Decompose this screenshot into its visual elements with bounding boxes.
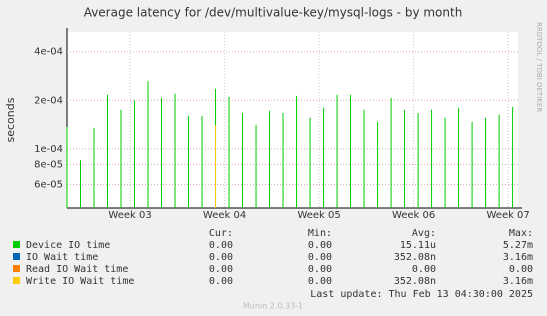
x-tick-label: Week 06 bbox=[392, 210, 435, 221]
watermark: RRDTOOL / TOBI OETIKER bbox=[535, 22, 543, 112]
legend-value: 0.00 bbox=[308, 276, 332, 287]
y-tick-label: 2e-04 bbox=[34, 95, 63, 106]
legend-value: 352.08n bbox=[394, 252, 436, 263]
legend-label: Write IO Wait time bbox=[26, 276, 134, 287]
legend-value: 0.00 bbox=[308, 240, 332, 251]
legend-value: 0.00 bbox=[412, 264, 436, 275]
legend-header: Avg: bbox=[412, 228, 436, 239]
chart-title: Average latency for /dev/multivalue-key/… bbox=[84, 6, 463, 20]
x-tick-label: Week 05 bbox=[297, 210, 340, 221]
legend-value: 5.27m bbox=[503, 240, 533, 251]
legend-value: 0.00 bbox=[308, 264, 332, 275]
legend-value: 3.16m bbox=[503, 276, 533, 287]
legend-value: 15.11u bbox=[400, 240, 436, 251]
legend-header: Max: bbox=[509, 228, 533, 239]
legend-value: 0.00 bbox=[308, 252, 332, 263]
legend-label: IO Wait time bbox=[26, 252, 98, 263]
x-tick-label: Week 03 bbox=[108, 210, 151, 221]
y-tick-label: 6e-05 bbox=[34, 180, 63, 191]
y-tick-label: 8e-05 bbox=[34, 159, 63, 170]
y-axis-label: seconds bbox=[4, 97, 17, 142]
x-tick-label: Week 04 bbox=[203, 210, 246, 221]
footer: Munin 2.0.33-1 bbox=[243, 302, 303, 311]
last-update: Last update: Thu Feb 13 04:30:00 2025 bbox=[310, 289, 533, 300]
legend-header: Cur: bbox=[209, 228, 233, 239]
legend-value: 0.00 bbox=[209, 276, 233, 287]
legend-value: 0.00 bbox=[209, 264, 233, 275]
legend-value: 352.08n bbox=[394, 276, 436, 287]
legend-value: 3.16m bbox=[503, 252, 533, 263]
legend-swatch bbox=[13, 265, 20, 272]
legend-swatch bbox=[13, 241, 20, 248]
x-tick-label: Week 07 bbox=[486, 210, 529, 221]
legend-value: 0.00 bbox=[209, 252, 233, 263]
legend-value: 0.00 bbox=[509, 264, 533, 275]
legend-value: 0.00 bbox=[209, 240, 233, 251]
legend-swatch bbox=[13, 277, 20, 284]
y-tick-label: 4e-04 bbox=[34, 47, 63, 58]
legend-label: Read IO Wait time bbox=[26, 264, 128, 275]
legend-swatch bbox=[13, 253, 20, 260]
legend-header: Min: bbox=[308, 228, 332, 239]
plot-area bbox=[67, 32, 518, 208]
y-tick-label: 1e-04 bbox=[34, 144, 63, 155]
legend-label: Device IO time bbox=[26, 240, 110, 251]
